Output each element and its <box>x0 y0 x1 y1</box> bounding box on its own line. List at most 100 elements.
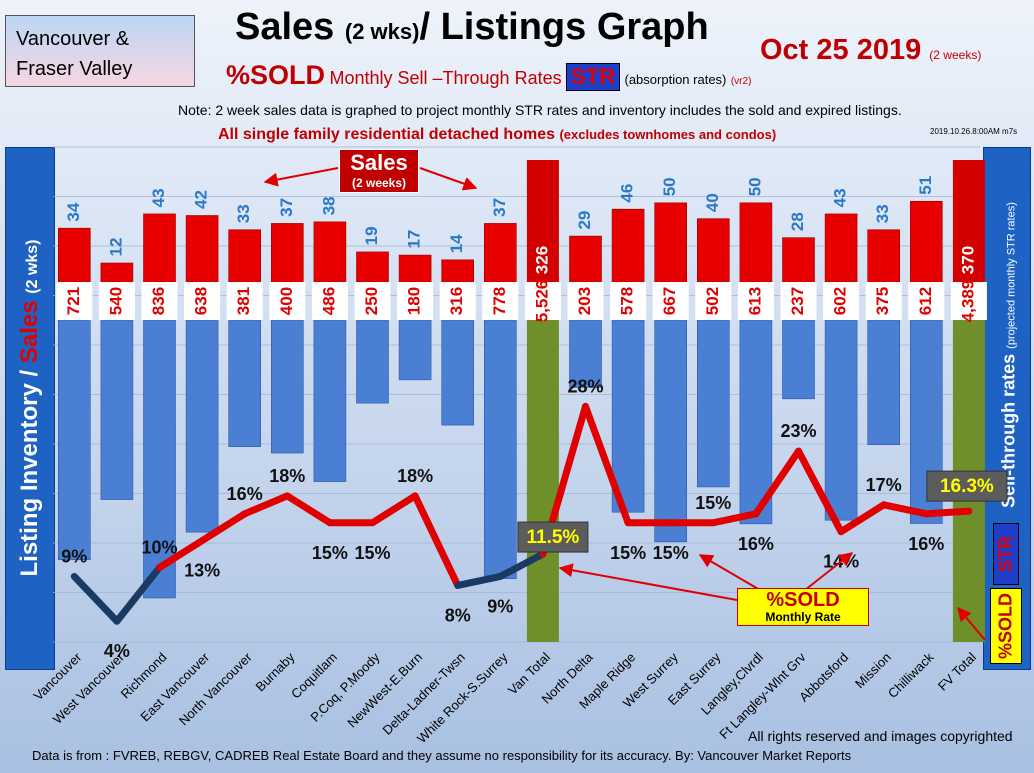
inventory-strip <box>610 282 647 320</box>
str-line-segment <box>369 492 419 527</box>
inventory-strip <box>354 282 391 320</box>
str-line-segment <box>454 572 504 589</box>
left-axis-panel <box>5 147 55 670</box>
str-label: 16.3% <box>940 476 994 497</box>
chart-title: Sales (2 wks)/ Listings Graph <box>235 6 709 49</box>
sales-bar <box>356 251 389 283</box>
str-line-segment <box>156 537 206 571</box>
sales-bar <box>526 160 559 282</box>
region-line-2: Fraser Valley <box>16 58 133 80</box>
date-text: Oct 25 2019 <box>760 34 922 66</box>
str-label: 16% <box>908 534 944 554</box>
inventory-label: 578 <box>618 287 637 315</box>
sales-bar <box>270 223 304 283</box>
sold-callout-title: %SOLD <box>766 589 840 611</box>
sales-bar <box>228 229 261 283</box>
inventory-bar <box>483 319 517 580</box>
str-line-segment <box>496 550 547 580</box>
sales-bar <box>398 254 432 283</box>
inventory-bar <box>654 319 688 543</box>
sales-label: 38 <box>319 196 338 215</box>
str-label: 17% <box>866 475 902 495</box>
inventory-bar <box>185 319 219 533</box>
inventory-bar <box>313 319 347 482</box>
inventory-label: 612 <box>916 287 935 315</box>
sales-bar <box>143 213 176 283</box>
inventory-strip <box>269 282 306 320</box>
str-label: 28% <box>567 376 603 396</box>
region-box: Vancouver & Fraser Valley <box>5 15 195 87</box>
inventory-strip <box>397 282 434 320</box>
inventory-label: 4,389 <box>958 280 977 323</box>
str-tag: STR <box>566 63 621 91</box>
sales-bar <box>483 223 517 283</box>
inventory-label: 203 <box>575 287 594 315</box>
inventory-label: 721 <box>64 287 83 315</box>
sales-bar <box>100 262 134 283</box>
bars-layer <box>56 160 987 642</box>
inventory-strip <box>524 282 561 320</box>
title-rest: / Listings Graph <box>419 6 709 48</box>
inventory-strip <box>184 282 221 320</box>
inventory-label: 836 <box>149 287 168 315</box>
inventory-bar <box>867 319 901 446</box>
str-line-segment <box>241 492 291 518</box>
inventory-strip <box>737 282 774 320</box>
inventory-strip <box>695 282 732 320</box>
inventory-bar <box>100 319 134 500</box>
str-line-segment <box>837 501 888 536</box>
str-label: 4% <box>104 641 130 661</box>
sales-label: 33 <box>873 204 892 223</box>
sales-bar <box>313 221 347 283</box>
callout-arrow <box>957 606 986 641</box>
inventory-label: 237 <box>788 287 807 315</box>
sales-bar <box>696 218 730 283</box>
inventory-label: 540 <box>106 287 125 315</box>
labels-layer: 34 721 12 540 43 836 42 638 33 381 37 400 38 486 19 250… <box>61 176 1008 661</box>
str-label: 11.5% <box>526 527 579 548</box>
sales-label: 28 <box>788 212 807 231</box>
inventory-label: 180 <box>405 287 424 315</box>
inventory-label: 602 <box>831 287 850 315</box>
inventory-strip <box>311 282 348 320</box>
str-vertical-tag: STR <box>993 523 1019 585</box>
str-line-segment <box>922 507 973 518</box>
inventory-bar <box>356 319 389 404</box>
sales-label: 29 <box>575 211 594 230</box>
inventory-strip <box>226 282 263 320</box>
str-line-segment <box>582 402 632 527</box>
sales-label: 46 <box>618 184 637 203</box>
sales-callout-title: Sales <box>350 150 408 175</box>
callout-arrow <box>698 554 761 591</box>
str-line-segment <box>113 564 163 625</box>
inventory-bar <box>611 319 645 513</box>
sales-label: 370 <box>958 246 977 274</box>
str-line-segment <box>880 501 930 518</box>
inventory-strip <box>482 282 519 320</box>
str-label: 15% <box>610 543 646 563</box>
inventory-bar <box>57 319 91 561</box>
sales-label: 50 <box>745 177 764 196</box>
sales-bar <box>441 259 475 283</box>
sold-callout: %SOLD Monthly Rate <box>737 588 869 626</box>
inventory-bar <box>739 319 773 525</box>
sales-label: 19 <box>362 226 381 245</box>
inventory-label: 486 <box>319 287 338 315</box>
str-label: 15% <box>312 543 348 563</box>
sales-label: 40 <box>703 193 722 212</box>
str-line-segment <box>198 510 249 545</box>
inventory-bar <box>526 320 559 642</box>
title-period: (2 wks) <box>344 19 420 44</box>
sold-callout-sub: Monthly Rate <box>765 610 841 624</box>
str-label: 13% <box>184 561 220 581</box>
title-sales: Sales <box>235 6 335 48</box>
inventory-label: 316 <box>447 287 466 315</box>
sales-label: 12 <box>106 238 125 257</box>
sales-label: 33 <box>234 204 253 223</box>
inventory-bar <box>270 319 304 454</box>
sales-bar <box>867 229 901 283</box>
x-tick-label: NewWest-E.Burn <box>344 650 425 731</box>
x-tick-label: FV Total <box>935 649 979 693</box>
str-label: 9% <box>487 596 513 616</box>
